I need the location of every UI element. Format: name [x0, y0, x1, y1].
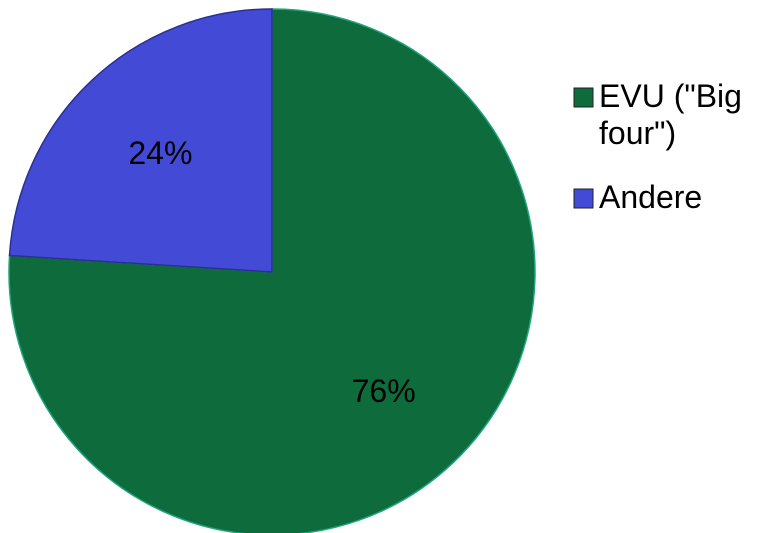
pie-slice-labels: 76% 24% [128, 135, 415, 409]
pie-slices [8, 8, 536, 533]
legend-swatch [573, 188, 594, 209]
pie-slice-andere [8, 8, 273, 273]
slice-value-label: 24% [128, 135, 192, 171]
slice-value-label: 76% [352, 373, 416, 409]
chart-legend: EVU ("Big four") Andere [573, 78, 742, 215]
legend-label: Andere [599, 179, 702, 215]
legend-label: EVU ("Big four") [599, 78, 742, 151]
pie-slice-evu-big-four [8, 8, 536, 533]
legend-swatch [573, 87, 594, 108]
